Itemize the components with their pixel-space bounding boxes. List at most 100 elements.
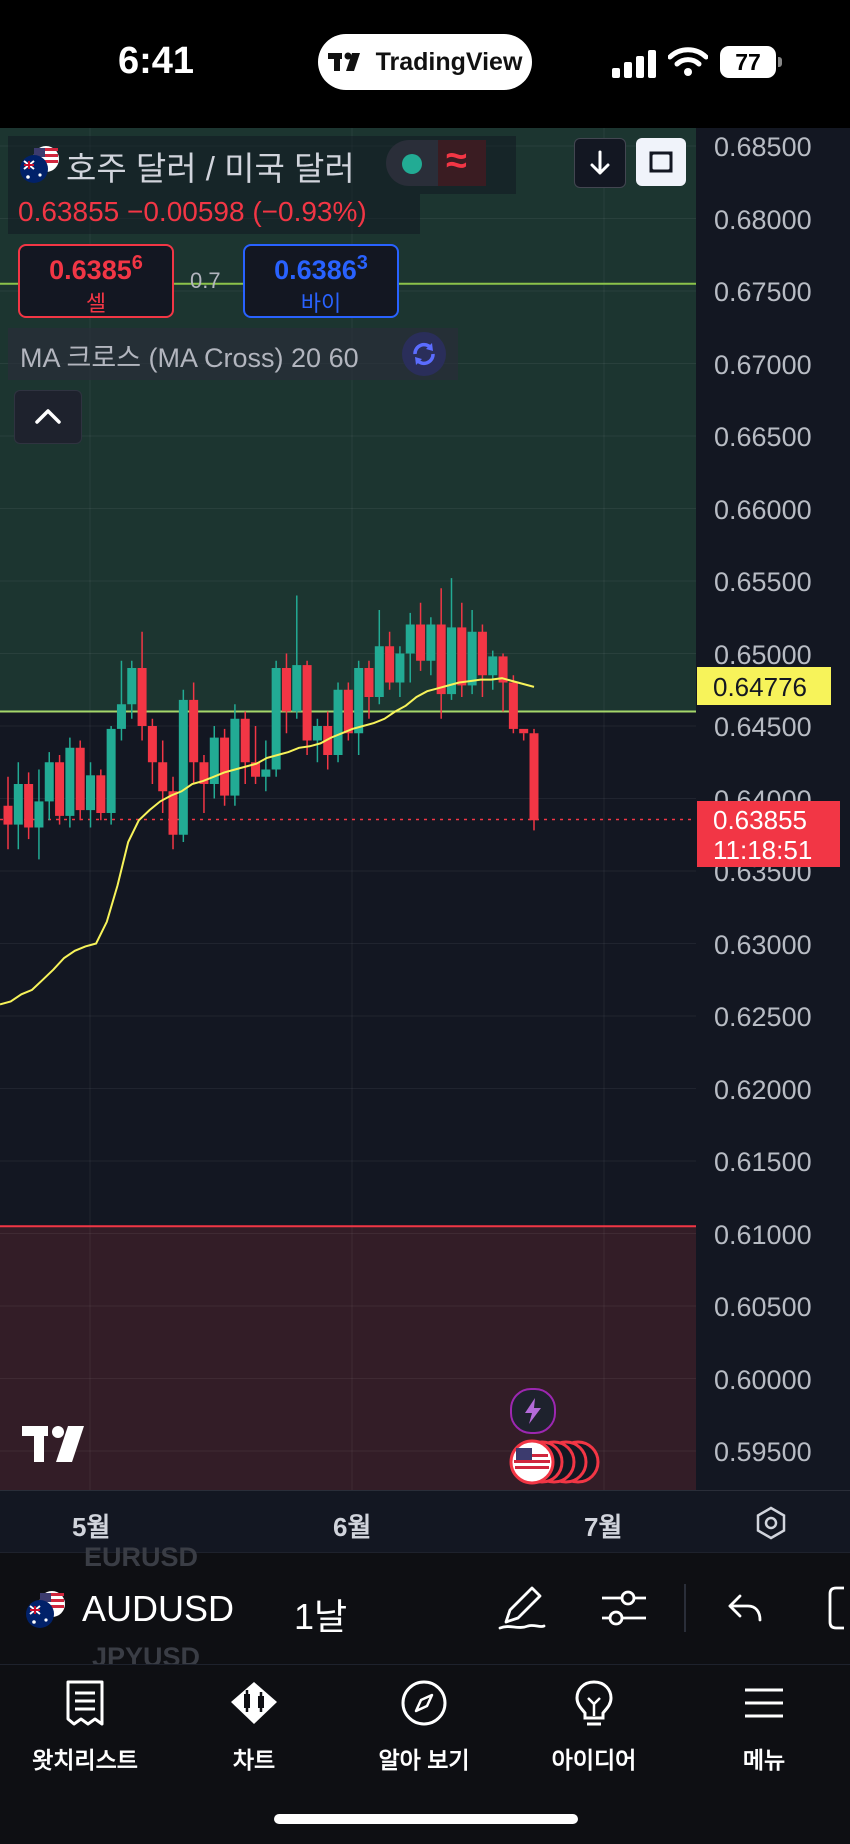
indicators-settings-icon[interactable]	[598, 1586, 650, 1630]
interval-selector[interactable]: 1날	[294, 1596, 348, 1637]
tradingview-logo-icon	[327, 52, 360, 71]
candle-body	[75, 747, 85, 811]
price-axis-label: 0.61000	[714, 1219, 812, 1250]
candle-body	[251, 762, 261, 777]
data-delay-badge[interactable]	[438, 140, 486, 186]
candle-body	[436, 624, 446, 695]
symbol-selector[interactable]: AUDUSD	[82, 1588, 235, 1629]
candle-body	[508, 682, 518, 729]
candle-body	[189, 699, 199, 763]
candle-body	[488, 656, 498, 676]
candle-body	[281, 668, 291, 712]
fullscreen-icon	[649, 151, 673, 173]
candle-body	[158, 762, 168, 792]
time-label-june: 6월	[333, 1512, 372, 1542]
buy-price: 0.63863	[274, 252, 368, 285]
download-arrow-icon	[590, 150, 610, 175]
candle-body	[168, 791, 178, 835]
price-axis-label: 0.68000	[714, 204, 812, 235]
undo-icon[interactable]	[726, 1590, 766, 1626]
price-change-row	[8, 194, 420, 234]
price-axis-label: 0.66000	[714, 494, 812, 525]
candle-body	[86, 775, 96, 811]
candle-body	[55, 762, 65, 816]
tradingview-pill[interactable]: TradingView	[318, 34, 532, 90]
price-change: 0.63855 −0.00598 (−0.93%)	[18, 196, 367, 227]
download-button[interactable]	[574, 138, 626, 188]
menu-icon	[745, 1688, 783, 1718]
candle-body	[374, 646, 384, 697]
nav-ideas[interactable]: 아이디어	[519, 1678, 669, 1775]
candle-body	[498, 656, 508, 683]
drawing-tools-icon[interactable]	[496, 1582, 548, 1634]
chart-icon	[231, 1682, 277, 1724]
candle-body	[137, 668, 147, 726]
event-marker[interactable]	[510, 1388, 556, 1434]
candle-body	[446, 627, 456, 695]
indicator-label[interactable]: MA 크로스 (MA Cross) 20 60	[20, 343, 359, 373]
candle-body	[240, 718, 250, 763]
sell-button[interactable]: 0.63856 셀	[18, 244, 174, 318]
toolbar-divider	[684, 1584, 686, 1632]
time-label-may: 5월	[72, 1512, 111, 1542]
last-price-tag: 0.63855 11:18:51	[697, 801, 840, 867]
au-us-flag-icon	[26, 1591, 65, 1628]
candle-body	[24, 784, 34, 828]
candle-body	[333, 689, 343, 755]
sell-label: 셀	[85, 291, 107, 316]
tradingview-pill-label: TradingView	[375, 47, 523, 76]
fullscreen-button[interactable]	[636, 138, 686, 186]
candle-body	[261, 769, 271, 777]
price-axis-label: 0.65500	[714, 567, 812, 597]
indicator-refresh-button[interactable]	[402, 332, 446, 376]
symbol-title[interactable]: 호주 달러 / 미국 달러	[66, 150, 355, 187]
indicator-legend[interactable]	[8, 328, 458, 380]
candle-body	[230, 718, 240, 796]
nav-menu[interactable]: 메뉴	[689, 1678, 839, 1775]
price-axis-label: 0.63000	[714, 929, 812, 960]
spread-value: 0.7	[190, 268, 221, 293]
last-price: 0.63855	[713, 805, 807, 835]
collapse-legend-button[interactable]	[14, 390, 82, 444]
us-economic-events-icon[interactable]	[508, 1438, 604, 1486]
price-axis-label: 0.67000	[714, 349, 812, 380]
candle-body	[467, 631, 477, 686]
nav-chart[interactable]: 차트	[179, 1678, 329, 1775]
nav-explore[interactable]: 알아 보기	[349, 1678, 499, 1775]
candle-body	[426, 624, 436, 661]
moving-average-line	[0, 677, 535, 1006]
price-axis-label: 0.62000	[714, 1074, 812, 1105]
nav-label: 메뉴	[742, 1747, 786, 1773]
home-indicator[interactable]	[274, 1814, 578, 1824]
candle-body	[343, 689, 353, 734]
time-axis[interactable]: 5월 6월 7월	[0, 1490, 850, 1553]
candle-body	[209, 737, 219, 784]
nav-watchlist[interactable]: 왓치리스트	[10, 1678, 160, 1775]
buy-button[interactable]: 0.63863 바이	[243, 244, 399, 318]
watchlist-icon	[66, 1680, 104, 1726]
wifi-icon	[668, 47, 708, 76]
lightning-icon	[525, 1398, 541, 1424]
price-axis-label: 0.59500	[714, 1437, 812, 1467]
candle-body	[416, 624, 426, 661]
battery-indicator: 77	[720, 46, 776, 78]
price-axis-label: 0.67500	[714, 277, 812, 307]
time-label-july: 7월	[584, 1512, 623, 1542]
price-axis-label: 0.61500	[714, 1147, 812, 1177]
chart-settings-icon[interactable]	[754, 1506, 788, 1540]
cellular-signal-icon	[612, 50, 656, 78]
symbol-carousel-prev[interactable]: EURUSD	[84, 1542, 199, 1572]
candle-body	[178, 699, 188, 835]
price-axis-label: 0.68500	[714, 132, 812, 162]
candle-body	[44, 762, 54, 802]
market-open-dot	[402, 154, 422, 174]
battery-tip	[778, 57, 782, 67]
tradingview-watermark-icon	[22, 1426, 84, 1462]
au-us-flag-icon	[20, 146, 59, 183]
candle-body	[96, 775, 106, 813]
candle-body	[395, 653, 405, 683]
candle-body	[385, 646, 395, 683]
nav-label: 아이디어	[551, 1747, 637, 1773]
fullscreen-toolbar-icon[interactable]	[826, 1584, 850, 1632]
candle-body	[519, 728, 529, 734]
